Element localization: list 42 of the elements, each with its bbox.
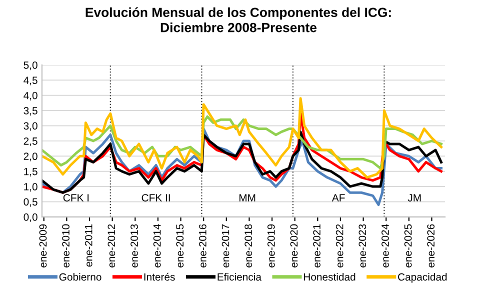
x-tick-label: ene-2017 — [222, 224, 230, 268]
legend-label: Gobierno — [59, 273, 102, 281]
legend-label: Honestidad — [304, 273, 356, 281]
y-tick-label: 3,5 — [24, 107, 38, 116]
x-tick-label: ene-2020 — [290, 224, 298, 268]
line-series — [42, 130, 442, 194]
y-tick-label: 0,0 — [24, 213, 38, 222]
y-tick-label: 2,0 — [24, 152, 38, 162]
x-tick-label: ene-2025 — [404, 224, 412, 268]
x-tick-label: ene-2018 — [244, 224, 252, 268]
x-tick-label: ene-2016 — [199, 224, 206, 268]
annotation: CFK I — [63, 194, 89, 202]
annotation: AF — [332, 194, 345, 202]
x-tick-label: ene-2009 — [39, 224, 47, 268]
y-tick-label: 5,0 — [24, 61, 38, 70]
line-series — [42, 97, 442, 179]
y-tick-label: 0,5 — [24, 198, 38, 207]
x-tick-label: ene-2022 — [336, 224, 344, 268]
annotation: MM — [239, 194, 256, 202]
y-tick-label: 1,0 — [24, 183, 38, 192]
x-tick-label: ene-2024 — [382, 224, 389, 268]
x-tick-label: ene-2011 — [84, 224, 92, 267]
x-tick-label: ene-2023 — [358, 224, 366, 268]
x-tick-label: ene-2014 — [153, 224, 161, 268]
x-tick-label: ene-2013 — [130, 224, 138, 268]
annotation: JM — [408, 194, 421, 202]
chart-title: Evolución Mensual de los Componentes del ICG: Diciembre 2008-Presente — [86, 7, 391, 32]
x-tick-label: ene-2019 — [267, 224, 275, 268]
y-tick-label: 1,5 — [24, 168, 38, 176]
y-tick-label: 3,0 — [24, 122, 38, 131]
annotation: CFK II — [142, 194, 170, 202]
x-tick-label: ene-2026 — [427, 224, 435, 268]
y-tick-label: 2,5 — [24, 137, 38, 146]
x-tick-label: ene-2015 — [176, 224, 184, 268]
x-tick-label: ene-2010 — [62, 224, 70, 268]
x-tick-label: ene-2021 — [313, 224, 320, 268]
x-tick-label: ene-2012 — [108, 224, 116, 268]
legend-label: Capacidad — [398, 273, 447, 283]
legend-label: Eficiencia — [218, 273, 262, 281]
y-tick-label: 4,0 — [24, 92, 38, 100]
y-tick-label: 4,5 — [24, 76, 38, 86]
legend-label: Interés — [144, 272, 175, 281]
